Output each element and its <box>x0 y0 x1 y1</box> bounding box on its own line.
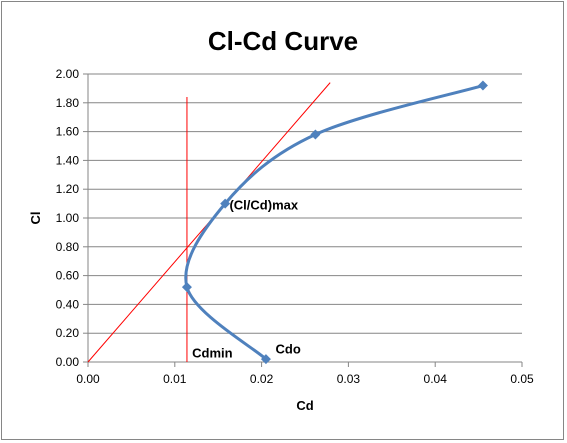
annotation-label: (Cl/Cd)max <box>229 197 298 212</box>
x-tick-label: 0.00 <box>76 372 100 386</box>
annotations: Cdo Cdmin (Cl/Cd)max <box>192 197 301 360</box>
y-tick-label: 1.00 <box>56 211 80 225</box>
y-tick-label: 0.20 <box>56 326 80 340</box>
data-point <box>260 354 271 365</box>
y-tick-label: 1.40 <box>56 153 80 167</box>
y-tick-label: 0.60 <box>56 269 80 283</box>
x-tick-label: 0.01 <box>163 372 187 386</box>
y-tick-label: 1.80 <box>56 96 80 110</box>
x-axis-label: Cd <box>296 398 313 413</box>
data-point <box>477 80 488 91</box>
x-tick-label: 0.03 <box>337 372 361 386</box>
data-point <box>220 198 231 209</box>
x-axis-ticks: 0.00 0.01 0.02 0.03 0.04 0.05 <box>76 362 534 386</box>
series-group <box>181 80 488 365</box>
y-axis-label: Cl <box>28 212 43 225</box>
gridlines <box>88 73 522 334</box>
y-tick-label: 2.00 <box>56 67 80 81</box>
y-tick-label: 0.00 <box>56 355 80 369</box>
data-point <box>181 282 192 293</box>
x-tick-label: 0.05 <box>510 372 534 386</box>
y-tick-label: 0.40 <box>56 297 80 311</box>
series-line <box>184 84 485 361</box>
x-tick-label: 0.02 <box>250 372 274 386</box>
x-tick-label: 0.04 <box>424 372 448 386</box>
y-axis-ticks: 0.00 0.20 0.40 0.60 0.80 1.00 1.20 1.40 1.60 1.80… <box>56 67 88 369</box>
chart-title: Cl-Cd Curve <box>208 26 358 56</box>
y-tick-label: 1.20 <box>56 182 80 196</box>
annotation-label: Cdo <box>275 341 300 356</box>
annotation-label: Cdmin <box>192 346 233 361</box>
y-tick-label: 0.80 <box>56 240 80 254</box>
y-tick-label: 1.60 <box>56 125 80 139</box>
data-point <box>310 129 321 140</box>
